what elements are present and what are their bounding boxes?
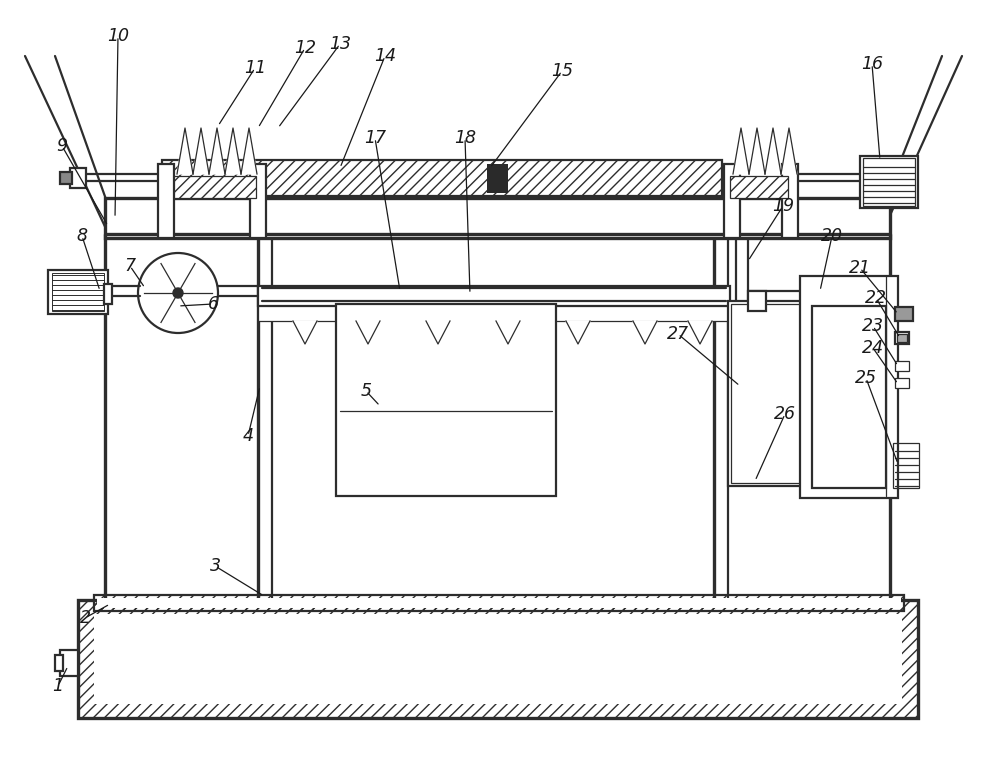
Bar — [800, 276, 898, 498]
Bar — [812, 306, 886, 488]
Bar — [728, 301, 808, 486]
Text: 22: 22 — [865, 289, 887, 307]
Bar — [48, 270, 108, 314]
Bar — [97, 598, 901, 608]
Bar — [250, 164, 266, 238]
Text: 18: 18 — [454, 129, 476, 147]
Text: 1: 1 — [52, 677, 64, 695]
Bar — [895, 307, 913, 321]
Bar — [487, 164, 508, 193]
Text: 11: 11 — [244, 59, 266, 77]
Text: 6: 6 — [208, 295, 218, 313]
Polygon shape — [177, 128, 193, 174]
Bar — [105, 236, 890, 601]
Text: 8: 8 — [76, 227, 88, 245]
Polygon shape — [688, 321, 712, 344]
Bar — [94, 614, 902, 704]
Bar — [70, 168, 86, 188]
Bar — [258, 306, 730, 321]
Bar — [731, 304, 805, 483]
Bar — [895, 361, 909, 371]
Bar — [895, 378, 909, 388]
Bar — [730, 176, 788, 198]
Polygon shape — [356, 321, 380, 344]
Bar — [782, 164, 798, 238]
Bar — [55, 655, 63, 671]
Polygon shape — [426, 321, 450, 344]
Bar — [863, 158, 915, 206]
Text: 21: 21 — [849, 259, 871, 277]
Polygon shape — [566, 321, 590, 344]
Polygon shape — [225, 128, 241, 174]
Bar — [104, 284, 112, 304]
Bar — [94, 595, 904, 611]
Text: 26: 26 — [774, 405, 796, 423]
Text: 13: 13 — [329, 35, 351, 53]
Text: 9: 9 — [56, 137, 68, 155]
Text: 19: 19 — [772, 197, 794, 215]
Text: 3: 3 — [210, 557, 220, 575]
Polygon shape — [765, 128, 781, 174]
Text: 23: 23 — [862, 317, 884, 335]
Bar — [724, 164, 740, 238]
Bar — [893, 443, 919, 488]
Circle shape — [173, 288, 183, 298]
Polygon shape — [209, 128, 225, 174]
Bar — [52, 273, 104, 311]
Bar — [158, 164, 174, 238]
Bar — [895, 332, 909, 344]
Bar — [60, 650, 78, 676]
Text: 16: 16 — [861, 55, 883, 73]
Bar — [258, 286, 730, 306]
Bar — [860, 156, 918, 208]
Polygon shape — [633, 321, 657, 344]
Polygon shape — [749, 128, 765, 174]
Text: 20: 20 — [821, 227, 843, 245]
Text: 4: 4 — [242, 427, 254, 445]
Bar — [78, 600, 918, 718]
Bar — [336, 304, 556, 496]
Polygon shape — [781, 128, 797, 174]
Polygon shape — [733, 128, 749, 174]
Bar — [748, 291, 766, 311]
Text: 10: 10 — [107, 27, 129, 45]
Text: 24: 24 — [862, 339, 884, 357]
Bar — [174, 176, 256, 198]
Text: 15: 15 — [551, 62, 573, 80]
Bar — [105, 198, 890, 238]
Text: 25: 25 — [855, 369, 877, 387]
Polygon shape — [193, 128, 209, 174]
Bar — [897, 334, 907, 342]
Text: 14: 14 — [374, 47, 396, 65]
Bar — [162, 160, 722, 196]
Text: 5: 5 — [360, 382, 372, 400]
Polygon shape — [293, 321, 317, 344]
Bar — [60, 172, 72, 184]
Text: 27: 27 — [667, 325, 689, 343]
Polygon shape — [496, 321, 520, 344]
Polygon shape — [241, 128, 257, 174]
Text: 2: 2 — [80, 609, 90, 627]
Text: 12: 12 — [294, 39, 316, 57]
Text: 17: 17 — [364, 129, 386, 147]
Text: 7: 7 — [124, 257, 136, 275]
